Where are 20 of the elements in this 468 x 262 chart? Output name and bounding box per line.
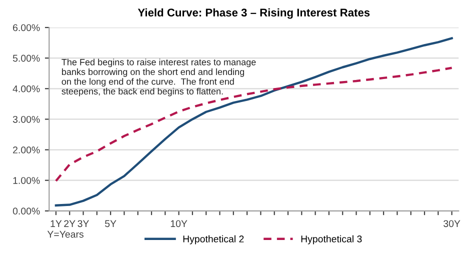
- y-tick-label: 0.00%: [12, 208, 40, 215]
- legend-label: Hypothetical 2: [183, 235, 244, 244]
- line-series: [54, 66, 453, 182]
- y-tick-label: 6.00%: [13, 24, 40, 32]
- x-tick-label: 1Y: [50, 220, 62, 227]
- y-tick-label: 4.00%: [12, 85, 40, 92]
- y-tick-label: 1.00%: [13, 177, 40, 184]
- x-tick-label: 2Y: [64, 220, 76, 227]
- y-tick-label: 5.00%: [12, 54, 40, 62]
- annotation: The Fed begins to raise interest rates to manage banks borrowing on the short end and lending on the long end of the curve. The front end steepens, the back end begins to flatten.: [62, 58, 256, 96]
- chart-title: Yield Curve: Phase 3 – Rising Interest Rates: [138, 8, 370, 19]
- x-tick-label: 5Y: [105, 220, 116, 228]
- x-tick-label: 3Y: [78, 220, 89, 228]
- y-tick-label: 3.00%: [12, 116, 40, 123]
- x-tick-label: 30Y: [444, 220, 460, 228]
- text: Y=Years: [47, 230, 84, 238]
- x-tick-label: 10Y: [170, 220, 188, 228]
- line-series: [54, 37, 453, 207]
- legend-label: Hypothetical 3: [301, 235, 362, 244]
- y-tick-label: 2.00%: [13, 146, 40, 154]
